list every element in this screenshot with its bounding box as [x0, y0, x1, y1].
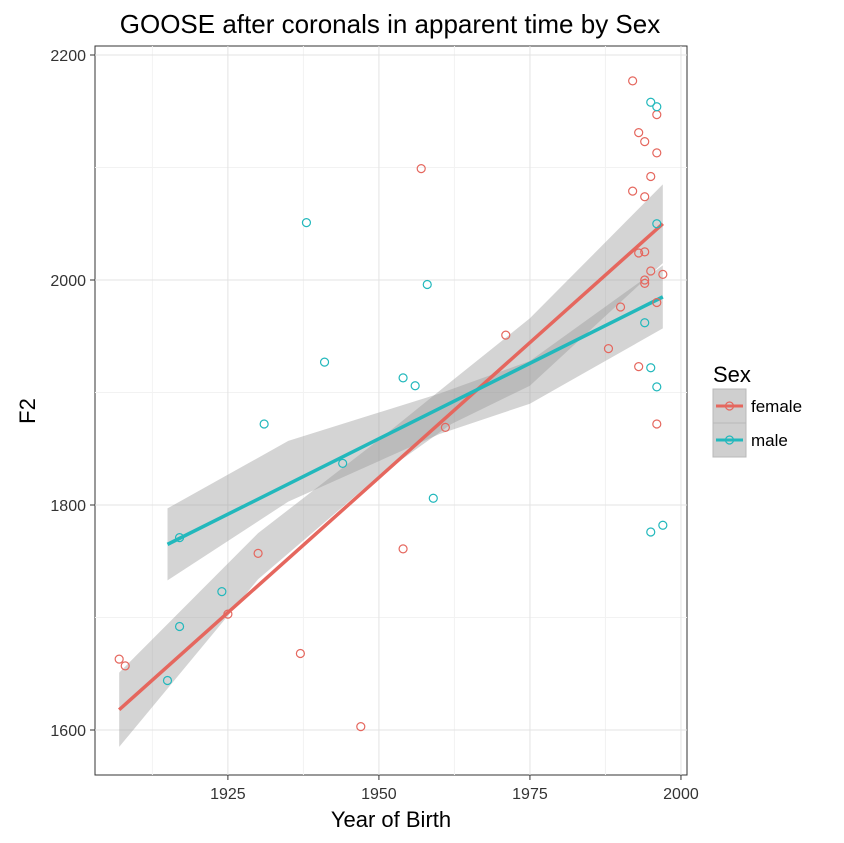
data-point-female — [398, 544, 408, 554]
data-point-male — [338, 458, 348, 468]
data-point-male — [646, 97, 656, 107]
data-point-female — [640, 137, 650, 147]
grid-lines — [95, 46, 687, 775]
data-point-female — [634, 128, 644, 138]
legend-point-female — [724, 401, 735, 411]
x-axis-label: Year of Birth — [331, 807, 451, 832]
chart-title: GOOSE after coronals in apparent time by… — [120, 9, 660, 39]
data-point-male — [217, 587, 227, 597]
data-point-female — [120, 661, 130, 671]
legend-point-male — [724, 435, 735, 445]
data-point-male — [398, 373, 408, 383]
data-point-male — [422, 279, 432, 290]
legend-label-female: female — [751, 397, 802, 416]
data-point-female — [658, 269, 668, 279]
data-point-male — [174, 533, 185, 543]
data-point-female — [640, 247, 650, 257]
data-point-female — [416, 164, 426, 174]
data-point-male — [410, 381, 420, 391]
data-point-female — [646, 266, 656, 276]
data-point-female — [114, 654, 124, 664]
data-point-female — [615, 302, 626, 312]
data-point-female — [628, 76, 638, 86]
x-tick-label: 1950 — [361, 786, 397, 803]
x-tick-label: 2000 — [663, 786, 699, 803]
data-point-female — [652, 297, 662, 308]
data-point-male — [640, 318, 650, 328]
x-tick-label: 1975 — [512, 786, 548, 803]
legend-title: Sex — [713, 362, 751, 387]
x-tick-label: 1925 — [210, 786, 246, 803]
data-point-male — [259, 419, 269, 429]
data-point-female — [640, 275, 650, 285]
fit-line-female — [117, 222, 665, 712]
y-tick-label: 1800 — [50, 498, 86, 515]
data-points — [114, 76, 668, 732]
data-point-male — [428, 493, 438, 503]
y-tick-label: 2200 — [50, 48, 86, 65]
legend: Sex female male — [712, 362, 802, 458]
confidence-band-male — [167, 265, 663, 581]
data-point-female — [634, 248, 644, 258]
y-tick-label: 1600 — [50, 723, 86, 740]
y-axis-label: F2 — [15, 398, 40, 424]
y-tick-label: 2000 — [50, 273, 86, 290]
data-point-female — [440, 422, 450, 432]
data-point-male — [646, 363, 656, 373]
data-point-male — [658, 520, 668, 530]
data-point-male — [319, 357, 330, 367]
data-point-female — [223, 609, 233, 619]
data-point-male — [652, 219, 662, 229]
data-point-female — [640, 192, 650, 202]
data-point-male — [162, 675, 173, 686]
data-point-female — [501, 330, 511, 340]
data-point-female — [356, 722, 366, 732]
data-point-female — [628, 186, 638, 196]
data-point-male — [174, 621, 185, 632]
data-point-male — [646, 527, 656, 537]
fit-line-male — [166, 295, 664, 546]
axes: 1925 1950 1975 2000 1600 1800 2000 2200 — [50, 48, 698, 803]
data-point-female — [253, 548, 263, 558]
data-point-male — [652, 102, 662, 112]
data-point-female — [640, 278, 650, 288]
data-point-male — [301, 218, 312, 228]
data-point-female — [652, 148, 662, 158]
data-point-female — [652, 419, 662, 429]
fit-lines — [117, 222, 665, 712]
data-point-female — [646, 171, 656, 182]
data-point-female — [295, 648, 305, 659]
data-point-female — [634, 362, 644, 372]
data-point-male — [652, 382, 662, 392]
legend-label-male: male — [751, 431, 788, 450]
data-point-female — [603, 344, 614, 354]
